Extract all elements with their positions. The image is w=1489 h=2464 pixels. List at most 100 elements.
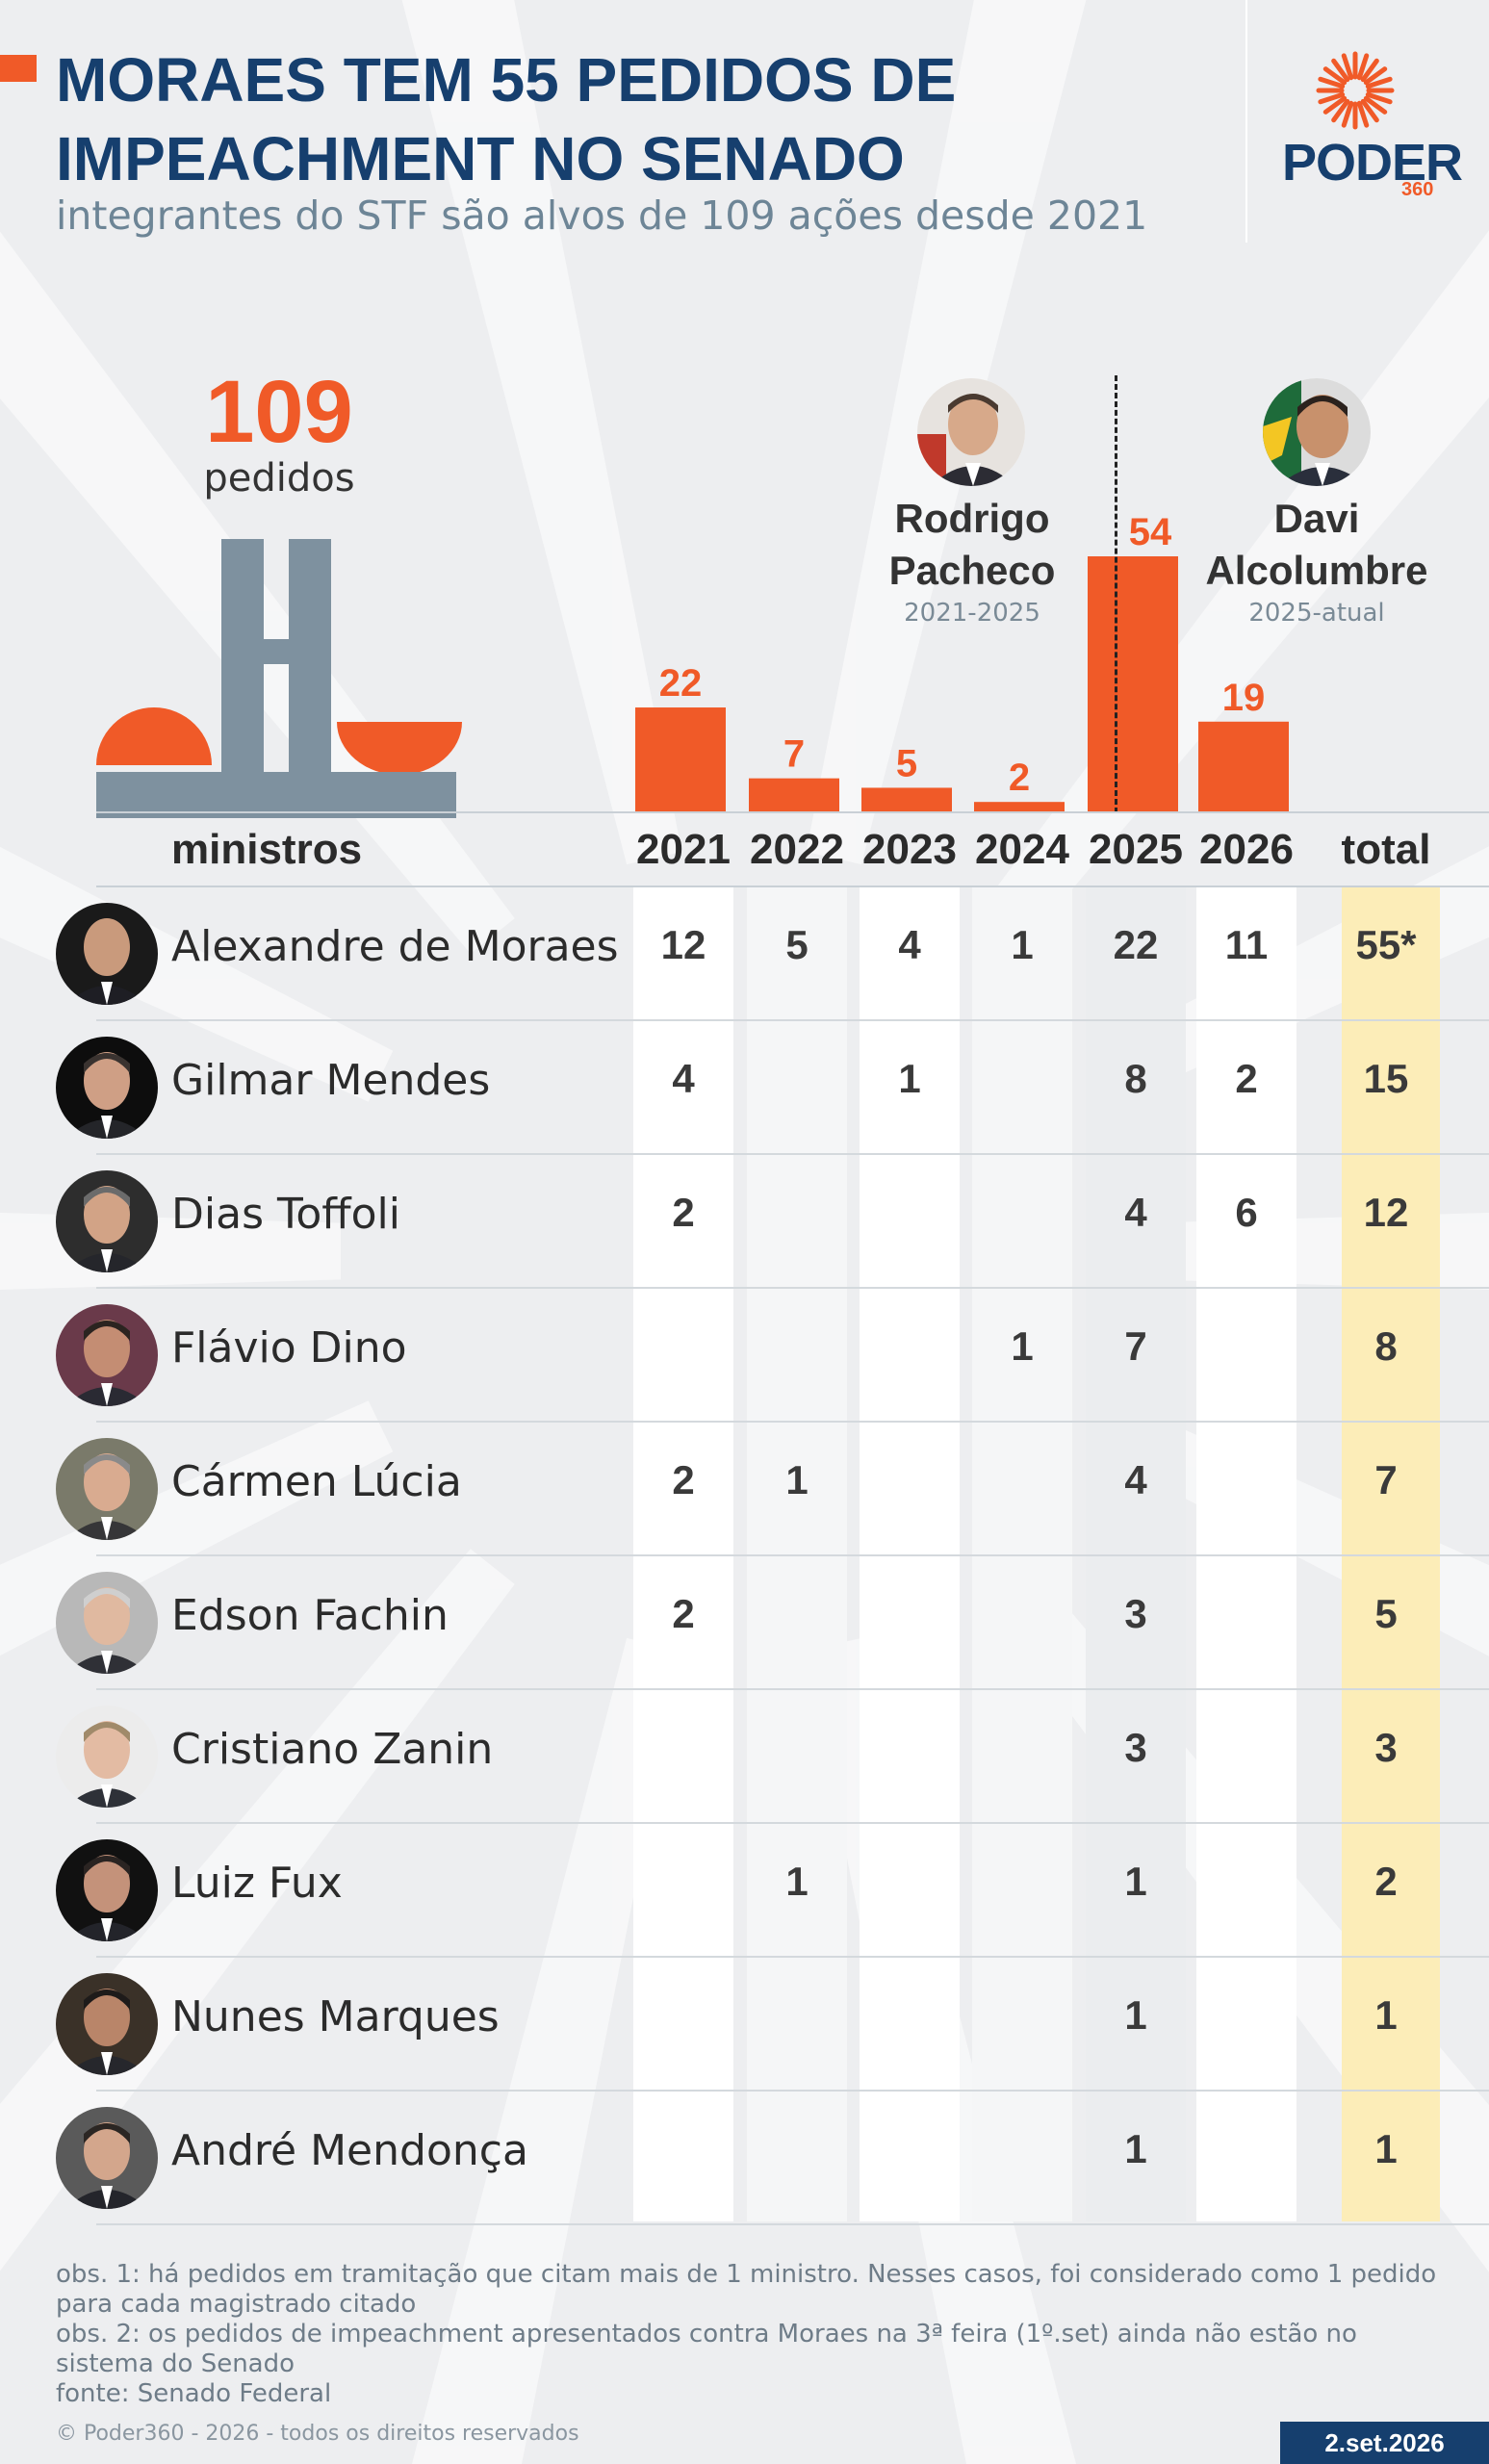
- president-name-alcolumbre: Davi Alcolumbre: [1205, 496, 1428, 593]
- minister-name: Alexandre de Moraes: [171, 922, 619, 971]
- row-divider: [96, 2223, 1489, 2225]
- term-divider-line: [1115, 375, 1117, 813]
- logo-word: PODER: [1282, 134, 1463, 192]
- table-row: André Mendonça 1 1: [0, 2092, 1489, 2225]
- header-underline: [96, 886, 1489, 887]
- minister-name: André Mendonça: [171, 2126, 528, 2175]
- bar-2025: [1088, 556, 1178, 811]
- table-row: Cristiano Zanin 3 3: [0, 1690, 1489, 1824]
- minister-name: Gilmar Mendes: [171, 1056, 491, 1105]
- table-row: Nunes Marques 1 1: [0, 1958, 1489, 2092]
- minister-name: Cármen Lúcia: [171, 1457, 462, 1506]
- cell-2021: 2: [672, 1591, 695, 1636]
- row-divider: [96, 1688, 1489, 1690]
- header-year-2026: 2026: [1199, 826, 1294, 873]
- logo-ray: [1363, 95, 1388, 115]
- header-ministros: ministros: [171, 826, 363, 873]
- bar-label-2024: 2: [1009, 757, 1030, 799]
- cell-2026: 2: [1235, 1056, 1258, 1101]
- logo-ray: [1318, 91, 1346, 105]
- cell-2022: 1: [785, 1457, 809, 1502]
- logo-ray: [1363, 66, 1388, 86]
- minister-name: Edson Fachin: [171, 1591, 449, 1640]
- minister-name: Cristiano Zanin: [171, 1725, 494, 1774]
- cell-2025: 3: [1124, 1591, 1147, 1636]
- logo-ray: [1356, 53, 1370, 81]
- bar-2026: [1198, 721, 1289, 811]
- copyright: © Poder360 - 2026 - todos os direitos re…: [56, 2422, 579, 2446]
- cell-total: 5: [1374, 1591, 1398, 1636]
- cell-2021: 12: [660, 922, 706, 967]
- cell-2025: 4: [1124, 1190, 1147, 1235]
- logo-ray: [1331, 58, 1350, 83]
- row-divider: [96, 1421, 1489, 1423]
- avatar: [56, 903, 158, 1005]
- total-requests-value: 109: [205, 363, 353, 461]
- note-obs2: obs. 2: os pedidos de impeachment aprese…: [56, 2320, 1357, 2378]
- note-source: fonte: Senado Federal: [56, 2379, 332, 2408]
- bar-chart: 22 7 5 2 54 19: [635, 511, 1289, 811]
- bar-2021: [635, 707, 726, 811]
- cell-total: 8: [1374, 1323, 1398, 1369]
- bar-2024: [974, 802, 1065, 811]
- bar-2023: [861, 787, 952, 811]
- logo-ray: [1360, 58, 1379, 83]
- cell-2026: 6: [1235, 1190, 1258, 1235]
- page-title: MORAES TEM 55 PEDIDOS DE IMPEACHMENT NO …: [56, 45, 957, 193]
- cell-2025: 3: [1124, 1725, 1147, 1770]
- cell-2022: 5: [785, 922, 809, 967]
- logo-ray: [1360, 98, 1379, 123]
- logo-number: 360: [1401, 179, 1434, 200]
- row-divider: [96, 1554, 1489, 1556]
- table-row: Alexandre de Moraes 12 5 4 1 22 11 55*: [0, 887, 1489, 1021]
- minister-name: Flávio Dino: [171, 1323, 407, 1373]
- poder360-logo: PODER 360: [1271, 50, 1463, 204]
- total-requests-label: pedidos: [203, 456, 355, 500]
- avatar: [56, 1304, 158, 1406]
- header-divider: [1245, 0, 1247, 243]
- cell-2022: 1: [785, 1859, 809, 1904]
- cell-total: 7: [1374, 1457, 1398, 1502]
- header-year-2024: 2024: [975, 826, 1069, 873]
- table-row: Luiz Fux 1 1 2: [0, 1824, 1489, 1958]
- sun-rays-icon: [1316, 51, 1395, 130]
- bar-label-2021: 22: [659, 662, 703, 705]
- cell-total: 55*: [1355, 922, 1417, 967]
- cell-total: 1: [1374, 1992, 1398, 2038]
- logo-ray: [1322, 95, 1348, 115]
- avatar: [56, 1706, 158, 1808]
- bar-label-2022: 7: [783, 733, 805, 776]
- avatar: [56, 1170, 158, 1272]
- cell-total: 2: [1374, 1859, 1398, 1904]
- avatar: [56, 1572, 158, 1674]
- cell-total: 12: [1363, 1190, 1409, 1235]
- bar-2022: [749, 778, 839, 811]
- header-year-2022: 2022: [750, 826, 844, 873]
- table-row: Edson Fachin 2 3 5: [0, 1556, 1489, 1690]
- cell-2025: 7: [1124, 1323, 1147, 1369]
- header-total: total: [1341, 826, 1431, 873]
- bar-label-2025: 54: [1129, 511, 1172, 553]
- cell-2025: 22: [1113, 922, 1159, 967]
- header-year-2025: 2025: [1089, 826, 1183, 873]
- page-subtitle: integrantes do STF são alvos de 109 açõe…: [56, 192, 1148, 239]
- cell-2025: 8: [1124, 1056, 1147, 1101]
- cell-2023: 4: [898, 922, 921, 967]
- congress-building-icon: [96, 539, 462, 818]
- avatar: [56, 1839, 158, 1941]
- logo-ray: [1365, 91, 1393, 105]
- date-badge: 2.set.2026: [1280, 2422, 1489, 2464]
- minister-name: Nunes Marques: [171, 1992, 500, 2041]
- note-obs1: obs. 1: há pedidos em tramitação que cit…: [56, 2260, 1437, 2319]
- row-divider: [96, 1153, 1489, 1155]
- footnotes: obs. 1: há pedidos em tramitação que cit…: [56, 2260, 1442, 2409]
- avatar: [56, 1973, 158, 2075]
- table-row: Gilmar Mendes 4 1 8 2 15: [0, 1021, 1489, 1155]
- background-ray: [401, 0, 682, 865]
- cell-total: 1: [1374, 2126, 1398, 2171]
- row-divider: [96, 1019, 1489, 1021]
- cell-2025: 1: [1124, 2126, 1147, 2171]
- chart-baseline: [96, 811, 1489, 813]
- header-year-2023: 2023: [862, 826, 957, 873]
- accent-bar: [0, 55, 37, 82]
